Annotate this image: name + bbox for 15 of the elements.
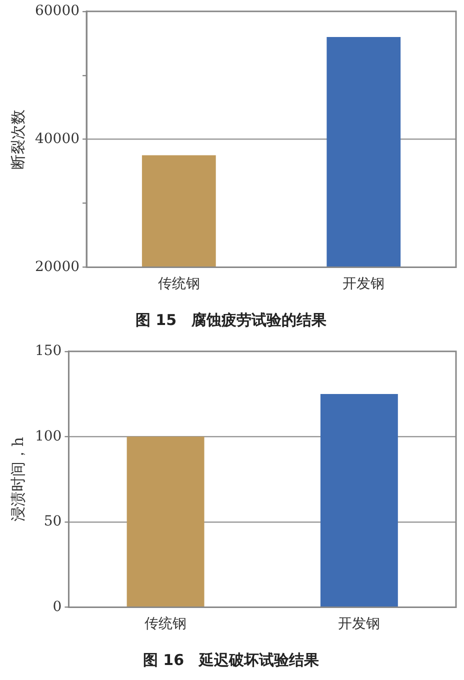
text: 图 15 腐蚀疲劳试验的结果 (135, 310, 328, 329)
x-tick-label: 开发钢 (342, 276, 385, 292)
y-tick-label: 40000 (34, 130, 80, 147)
y-tick-label: 50 (44, 514, 62, 530)
y-axis-title: 浸渍时间，h (8, 436, 27, 522)
x-tick-label: 传统钢 (144, 616, 187, 632)
y-tick-label: 20000 (34, 258, 80, 275)
y-tick-label: 150 (34, 343, 62, 360)
y-tick-label: 100 (34, 428, 62, 444)
x-tick-label: 开发钢 (338, 616, 380, 632)
y-tick-label: 0 (52, 598, 62, 615)
text: 图 16 延迟破坏试验结果 (142, 650, 320, 669)
y-tick-label: 60000 (34, 3, 80, 20)
x-tick-label: 传统钢 (158, 276, 200, 292)
y-axis-title: 断裂次数 (8, 109, 27, 170)
